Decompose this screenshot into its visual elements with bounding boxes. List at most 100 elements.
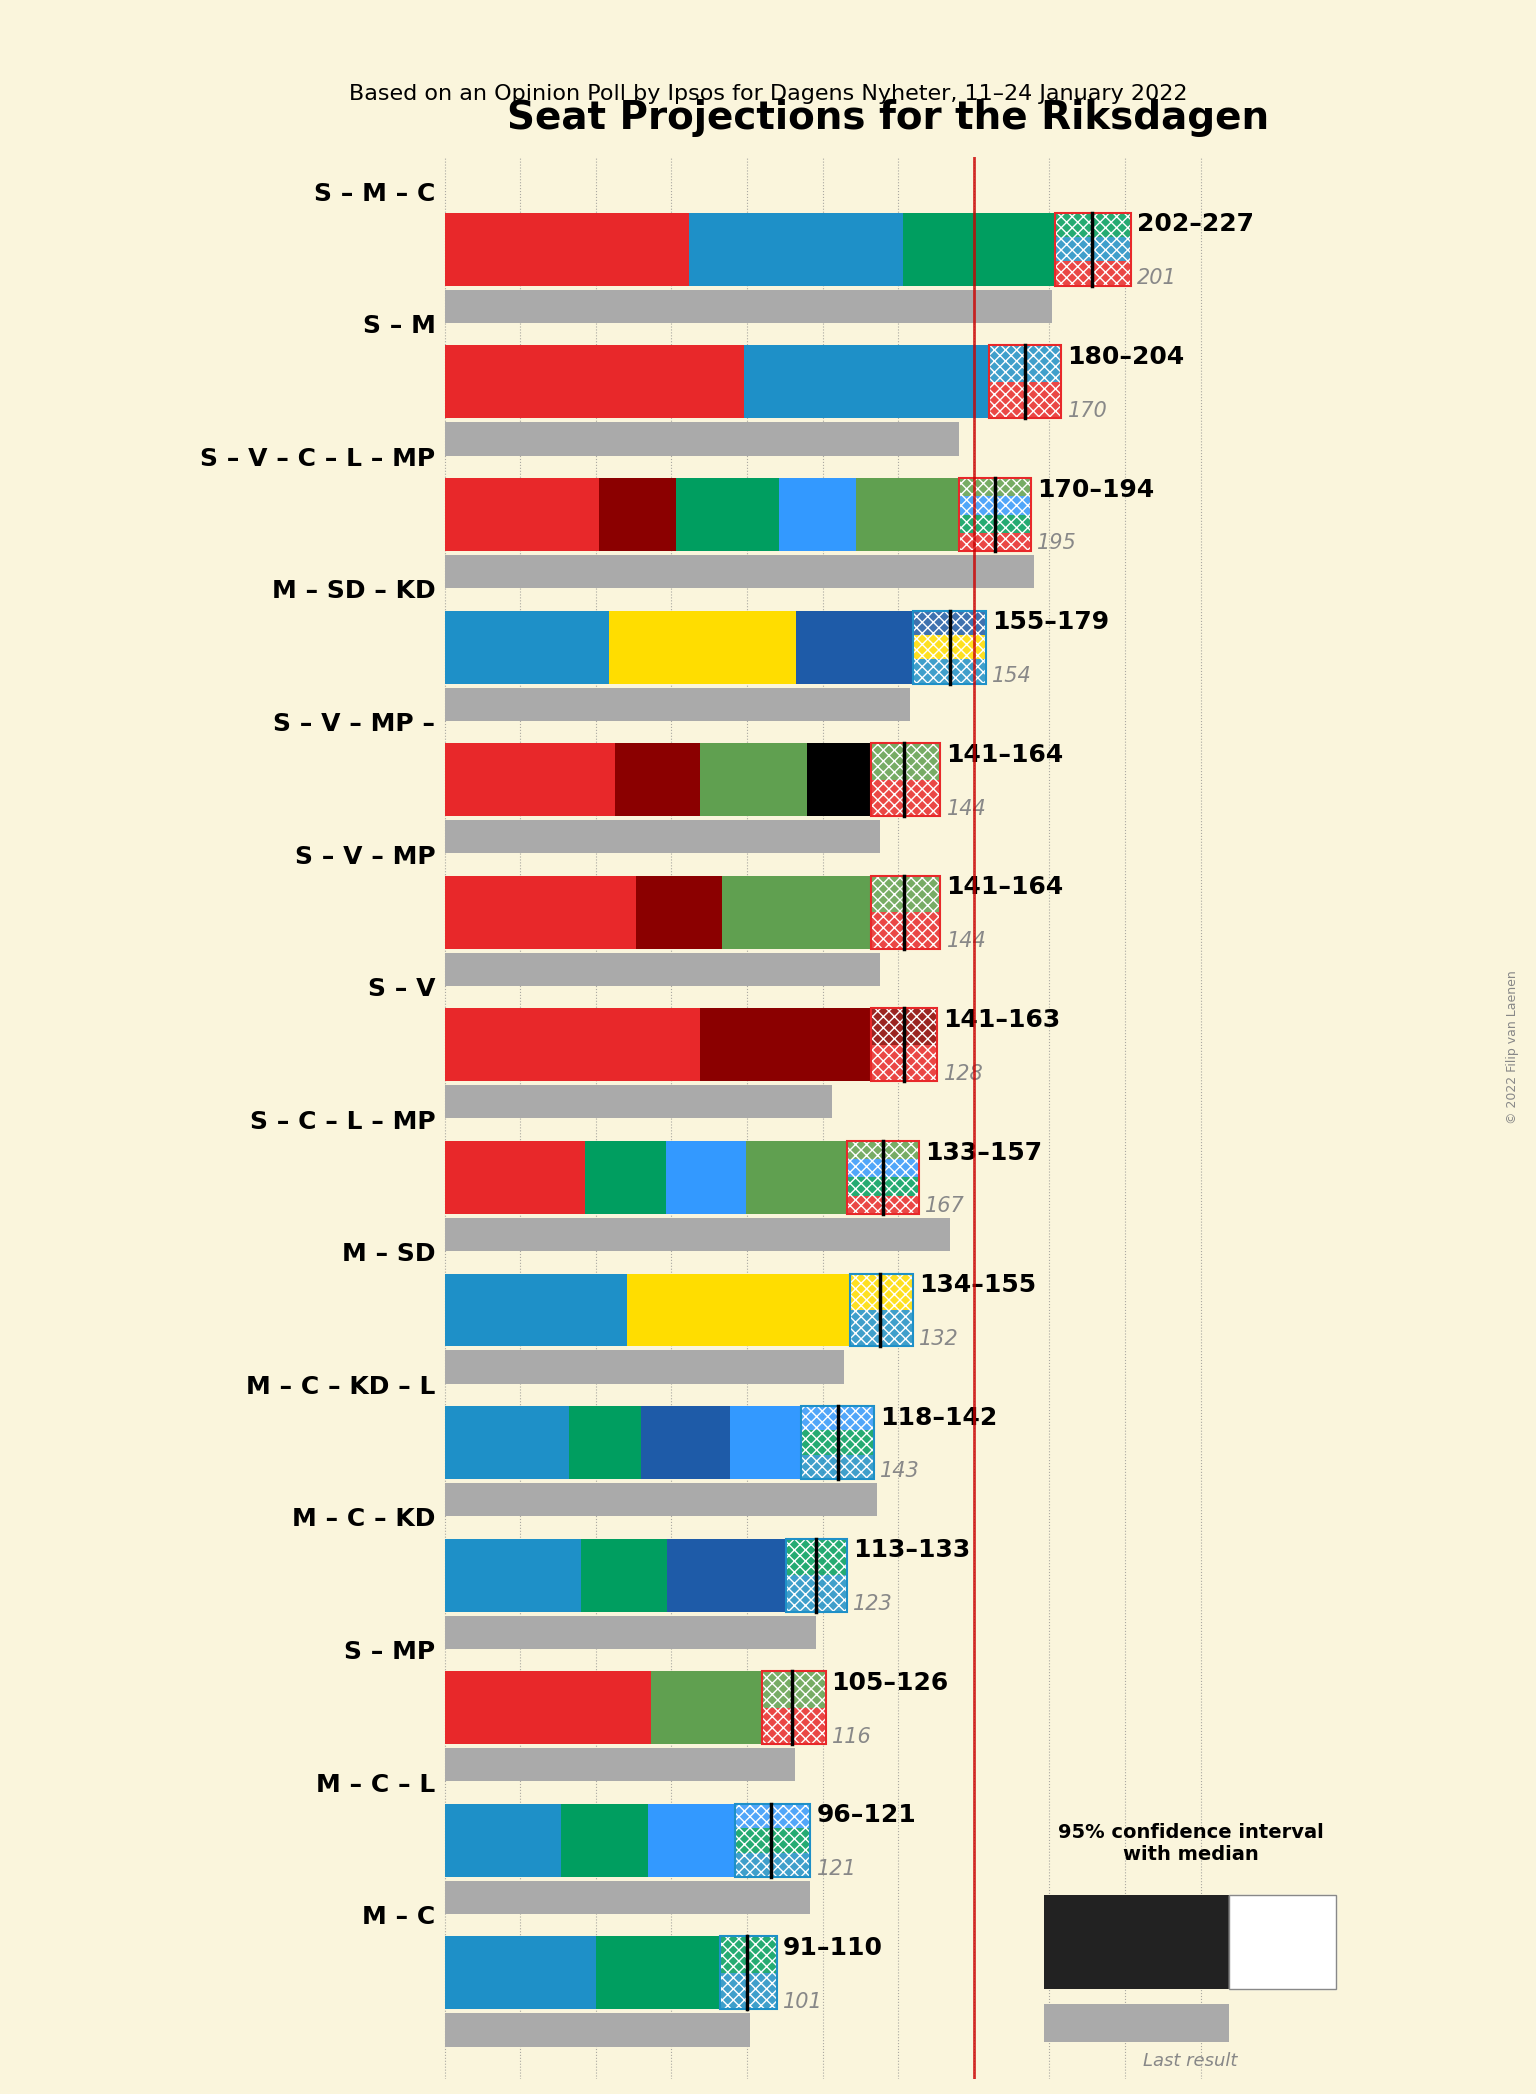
Text: S – C – L – MP: S – C – L – MP	[250, 1110, 435, 1133]
Text: 170: 170	[1068, 400, 1107, 421]
Text: M – C: M – C	[362, 1906, 435, 1929]
Bar	[444, 611, 608, 683]
Bar	[444, 1803, 561, 1876]
Bar	[762, 1671, 825, 1709]
Text: 154: 154	[992, 666, 1032, 687]
Bar	[444, 1617, 817, 1648]
Bar	[734, 1853, 811, 1876]
Text: 121: 121	[817, 1859, 856, 1878]
Bar	[779, 477, 856, 551]
Bar	[958, 477, 1031, 551]
Text: 133–157: 133–157	[925, 1141, 1043, 1164]
Bar	[444, 1880, 811, 1914]
Bar	[627, 1273, 849, 1346]
Text: S – V: S – V	[369, 978, 435, 1001]
Text: M – C – L: M – C – L	[316, 1774, 435, 1797]
Text: 202–227: 202–227	[1137, 211, 1253, 237]
Bar	[700, 1009, 871, 1081]
Bar	[871, 875, 940, 949]
Bar	[914, 660, 986, 683]
Bar	[720, 1937, 777, 1973]
Bar	[958, 532, 1031, 551]
Text: 116: 116	[831, 1728, 871, 1746]
Bar	[871, 743, 940, 817]
Bar	[871, 1009, 937, 1081]
Bar	[802, 1407, 874, 1430]
Bar	[914, 634, 986, 660]
Bar	[444, 743, 614, 817]
Text: 105–126: 105–126	[831, 1671, 949, 1694]
Bar	[581, 1539, 667, 1612]
Text: 141–164: 141–164	[946, 743, 1064, 766]
Bar	[608, 611, 796, 683]
Bar	[444, 1085, 831, 1118]
Bar	[871, 743, 940, 779]
Bar	[444, 289, 1052, 322]
Bar	[989, 381, 1061, 419]
Bar	[846, 1141, 920, 1215]
Bar	[570, 1407, 641, 1478]
Text: 91–110: 91–110	[783, 1937, 883, 1960]
Text: 118–142: 118–142	[880, 1405, 997, 1430]
Bar	[914, 611, 986, 634]
Bar	[734, 1803, 811, 1876]
Bar	[444, 2012, 750, 2046]
Text: 201: 201	[1137, 268, 1177, 289]
Bar	[730, 1407, 802, 1478]
Bar	[651, 1671, 762, 1744]
Bar	[786, 1539, 846, 1575]
Bar	[871, 743, 940, 817]
Text: 128: 128	[943, 1064, 983, 1085]
Bar	[1055, 214, 1130, 285]
Text: 95% confidence interval
with median: 95% confidence interval with median	[1057, 1822, 1324, 1864]
Bar	[849, 1273, 914, 1346]
Bar	[641, 1407, 730, 1478]
Bar	[444, 477, 599, 551]
Bar	[846, 1177, 920, 1196]
Bar	[444, 1539, 581, 1612]
Bar	[746, 1141, 846, 1215]
Bar	[802, 1407, 874, 1478]
Text: M – SD: M – SD	[343, 1242, 435, 1267]
Bar	[958, 477, 1031, 551]
Text: M – C – KD: M – C – KD	[292, 1508, 435, 1531]
Bar	[1055, 214, 1130, 285]
Bar	[444, 1483, 877, 1516]
Text: M – SD – KD: M – SD – KD	[272, 580, 435, 603]
Bar	[561, 1803, 648, 1876]
Bar	[720, 1937, 777, 2010]
Bar	[762, 1709, 825, 1744]
Bar	[667, 1539, 786, 1612]
Bar	[585, 1141, 665, 1215]
Bar	[444, 346, 743, 419]
Bar	[734, 1803, 811, 1828]
Text: 144: 144	[946, 798, 986, 819]
Bar	[722, 875, 871, 949]
Bar	[444, 687, 911, 720]
Bar	[444, 821, 880, 852]
Text: S – V – MP –: S – V – MP –	[273, 712, 435, 735]
Bar	[614, 743, 700, 817]
Bar	[636, 875, 722, 949]
Text: 101: 101	[783, 1991, 823, 2012]
Bar	[989, 346, 1061, 381]
Bar	[743, 346, 989, 419]
Bar	[1055, 237, 1130, 262]
Bar	[444, 1141, 585, 1215]
Bar	[989, 346, 1061, 419]
Bar	[444, 1937, 596, 2010]
Text: 141–164: 141–164	[946, 875, 1064, 900]
Bar	[444, 1351, 843, 1384]
Bar	[989, 346, 1061, 419]
Bar	[720, 1937, 777, 2010]
Bar	[802, 1430, 874, 1455]
Bar	[786, 1539, 846, 1612]
Text: M – C – KD – L: M – C – KD – L	[246, 1376, 435, 1399]
Bar	[762, 1671, 825, 1744]
Bar	[871, 1009, 937, 1081]
Text: 155–179: 155–179	[992, 609, 1109, 634]
Bar	[796, 611, 914, 683]
Text: S – V – MP: S – V – MP	[295, 844, 435, 869]
Bar	[676, 477, 779, 551]
Bar	[648, 1803, 734, 1876]
